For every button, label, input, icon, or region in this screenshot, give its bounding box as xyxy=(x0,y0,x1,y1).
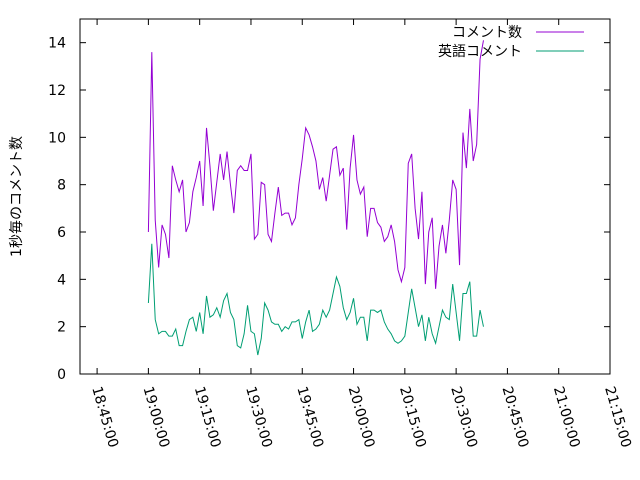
plot-frame xyxy=(79,18,611,375)
series-line-1 xyxy=(147,40,484,289)
y-tick-label: 8 xyxy=(57,178,66,194)
y-axis: 0 2 4 6 8 10 12 14 xyxy=(48,36,610,383)
y-tick-label: 6 xyxy=(57,225,66,241)
x-tick-label: 20:00:00 xyxy=(345,385,378,450)
x-tick-label: 20:30:00 xyxy=(447,385,480,450)
x-tick-label: 19:45:00 xyxy=(293,385,326,450)
series-layer xyxy=(147,40,484,356)
x-tick-label: 19:30:00 xyxy=(242,385,275,450)
x-tick-label: 19:00:00 xyxy=(140,385,173,450)
y-tick-label: 14 xyxy=(48,36,66,52)
x-tick-label: 18:45:00 xyxy=(88,385,121,450)
x-tick-label: 21:15:00 xyxy=(601,385,634,450)
y-tick-label: 0 xyxy=(57,367,66,383)
legend-label: コメント数 xyxy=(452,25,522,41)
y-tick-label: 4 xyxy=(57,272,66,288)
x-tick-label: 21:00:00 xyxy=(550,385,583,450)
y-tick-label: 10 xyxy=(48,130,66,146)
y-tick-label: 12 xyxy=(48,83,66,99)
x-tick-label: 20:45:00 xyxy=(499,385,532,450)
y-axis-label: 1秒毎のコメント数 xyxy=(9,136,25,257)
legend-label: 英語コメント xyxy=(438,43,522,60)
x-tick-label: 20:15:00 xyxy=(396,385,429,450)
y-tick-label: 2 xyxy=(57,320,66,336)
series-line-2 xyxy=(147,243,484,356)
x-tick-label: 19:15:00 xyxy=(191,385,224,450)
